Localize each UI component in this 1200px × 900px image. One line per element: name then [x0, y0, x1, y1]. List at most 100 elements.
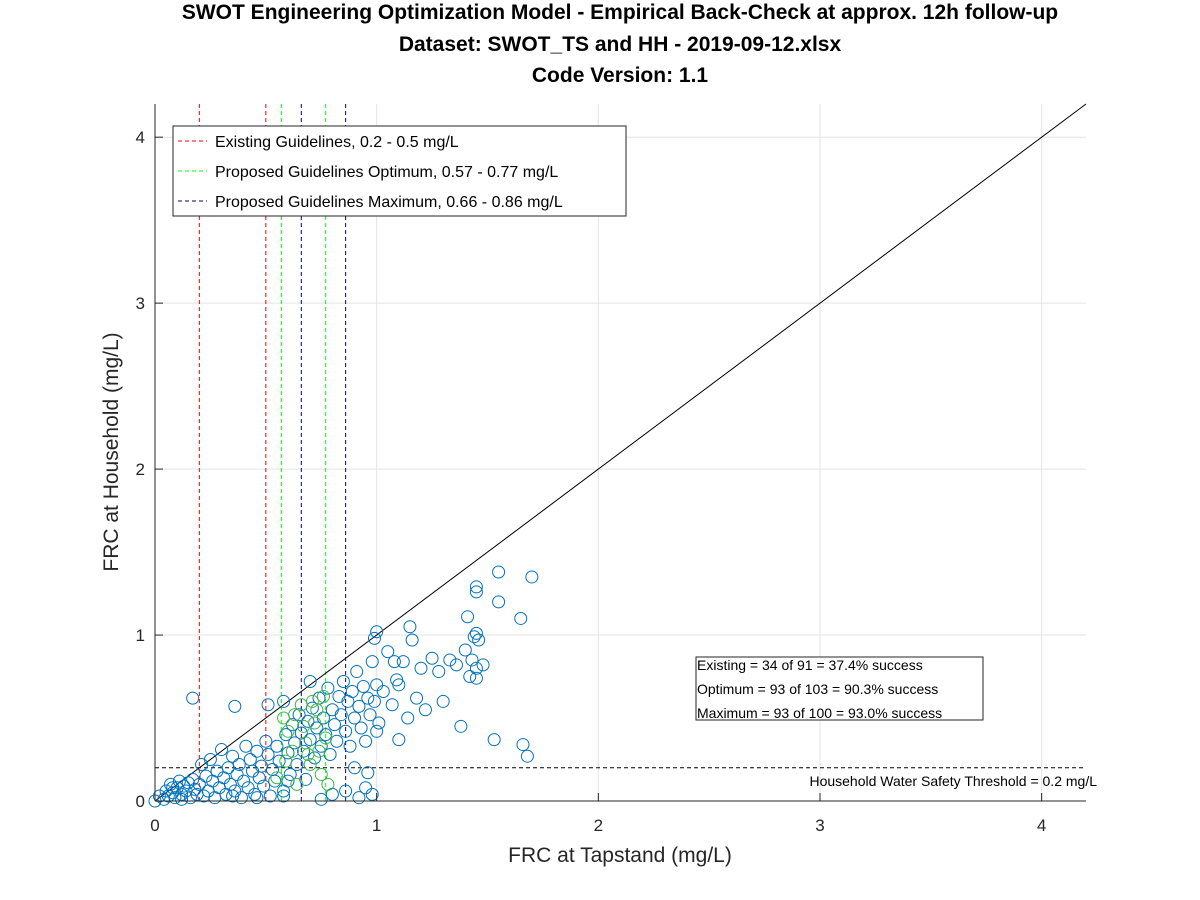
- point-blue-96: [367, 694, 381, 708]
- point-blue-157: [226, 789, 240, 803]
- point-blue-136: [277, 694, 291, 708]
- point-green-9: [312, 744, 326, 758]
- point-blue-92: [359, 734, 373, 748]
- point-blue-109: [418, 703, 432, 717]
- point-blue-127: [492, 565, 506, 579]
- point-blue-28: [215, 743, 228, 757]
- point-blue-58: [283, 767, 297, 781]
- stats-existing: Existing = 34 of 91 = 37.4% success: [697, 657, 923, 673]
- scatter-points: [148, 565, 539, 808]
- point-green-13: [310, 703, 324, 717]
- point-blue-39: [239, 739, 253, 753]
- x-tick-label-2: 2: [594, 816, 603, 835]
- point-blue-88: [350, 665, 364, 679]
- point-blue-15: [186, 772, 200, 786]
- point-blue-90: [354, 721, 368, 735]
- threshold-label: Household Water Safety Threshold = 0.2 m…: [809, 773, 1097, 789]
- point-blue-124: [461, 610, 475, 624]
- point-blue-153: [361, 766, 375, 780]
- point-blue-105: [401, 711, 415, 725]
- point-blue-64: [297, 744, 311, 758]
- point-green-14: [297, 719, 311, 733]
- point-blue-125: [469, 585, 483, 599]
- point-blue-10: [175, 787, 189, 801]
- point-blue-83: [339, 724, 353, 738]
- x-tick-label-1: 1: [372, 816, 381, 835]
- point-blue-60: [288, 736, 302, 750]
- point-blue-87: [348, 711, 361, 725]
- point-blue-59: [285, 718, 299, 732]
- point-blue-54: [272, 754, 286, 768]
- tick-labels: 0 1 2 3 4 0 1 2 3 4: [136, 128, 1047, 835]
- point-blue-79: [330, 734, 344, 748]
- point-blue-62: [292, 708, 306, 722]
- point-green-17: [288, 708, 302, 722]
- point-blue-23: [203, 753, 217, 767]
- point-blue-21: [199, 769, 213, 783]
- point-blue-142: [472, 633, 486, 647]
- point-blue-50: [263, 789, 277, 803]
- chart-subtitle-version: Code Version: 1.1: [532, 64, 709, 87]
- point-blue-118: [465, 653, 479, 667]
- plot-axes: [154, 104, 1086, 802]
- identity-line: [154, 103, 1087, 802]
- legend-label-optimum: Proposed Guidelines Optimum, 0.57 - 0.77…: [215, 164, 558, 181]
- point-green-10: [316, 689, 330, 703]
- point-blue-7: [168, 791, 182, 805]
- point-blue-66: [301, 714, 315, 728]
- chart-subtitle: Dataset: SWOT_TS and HH - 2019-09-12.xls…: [399, 33, 842, 56]
- point-blue-132: [186, 691, 200, 705]
- point-blue-144: [392, 678, 406, 692]
- point-blue-82: [336, 675, 350, 689]
- point-green-8: [308, 716, 322, 730]
- point-blue-120: [469, 661, 483, 675]
- point-blue-100: [381, 645, 395, 659]
- point-blue-94: [363, 708, 377, 722]
- point-blue-89: [352, 699, 366, 713]
- point-blue-147: [339, 784, 353, 798]
- point-blue-86: [345, 684, 359, 698]
- point-blue-140: [469, 626, 483, 640]
- point-blue-13: [181, 776, 195, 790]
- point-blue-67: [303, 733, 317, 747]
- point-blue-98: [372, 716, 386, 730]
- point-blue-95: [365, 655, 379, 669]
- y-tick-label-3: 3: [136, 294, 145, 313]
- point-blue-76: [323, 748, 337, 762]
- point-blue-137: [370, 625, 384, 639]
- point-blue-81: [334, 708, 348, 722]
- y-tick-label-2: 2: [136, 460, 145, 479]
- legend-box: [172, 125, 627, 217]
- legend-label-maximum: Proposed Guidelines Maximum, 0.66 - 0.86…: [215, 194, 563, 211]
- threshold-group: Household Water Safety Threshold = 0.2 m…: [155, 767, 1097, 789]
- point-blue-9: [172, 774, 186, 788]
- point-blue-110: [425, 651, 439, 665]
- point-blue-18: [192, 777, 206, 791]
- point-blue-145: [370, 724, 384, 738]
- point-green-2: [281, 724, 295, 738]
- point-blue-104: [396, 655, 410, 669]
- point-blue-122: [487, 733, 501, 747]
- point-blue-26: [210, 764, 224, 778]
- point-blue-128: [514, 611, 528, 625]
- x-tick-label-0: 0: [150, 816, 159, 835]
- point-blue-19: [195, 757, 209, 771]
- point-blue-117: [463, 670, 477, 684]
- point-blue-49: [261, 748, 275, 762]
- point-blue-52: [268, 774, 282, 788]
- x-tick-label-3: 3: [815, 816, 824, 835]
- point-blue-154: [277, 789, 291, 803]
- point-blue-78: [328, 718, 342, 732]
- point-blue-97: [370, 678, 384, 692]
- point-blue-1: [152, 789, 166, 803]
- point-blue-75: [321, 681, 335, 695]
- point-blue-156: [250, 791, 264, 805]
- point-blue-93: [361, 691, 375, 705]
- point-green-7: [303, 757, 317, 771]
- point-blue-150: [365, 787, 379, 801]
- chart-title: SWOT Engineering Optimization Model - Em…: [182, 1, 1058, 24]
- point-blue-149: [359, 781, 373, 795]
- point-blue-42: [246, 764, 260, 778]
- point-blue-43: [248, 787, 262, 801]
